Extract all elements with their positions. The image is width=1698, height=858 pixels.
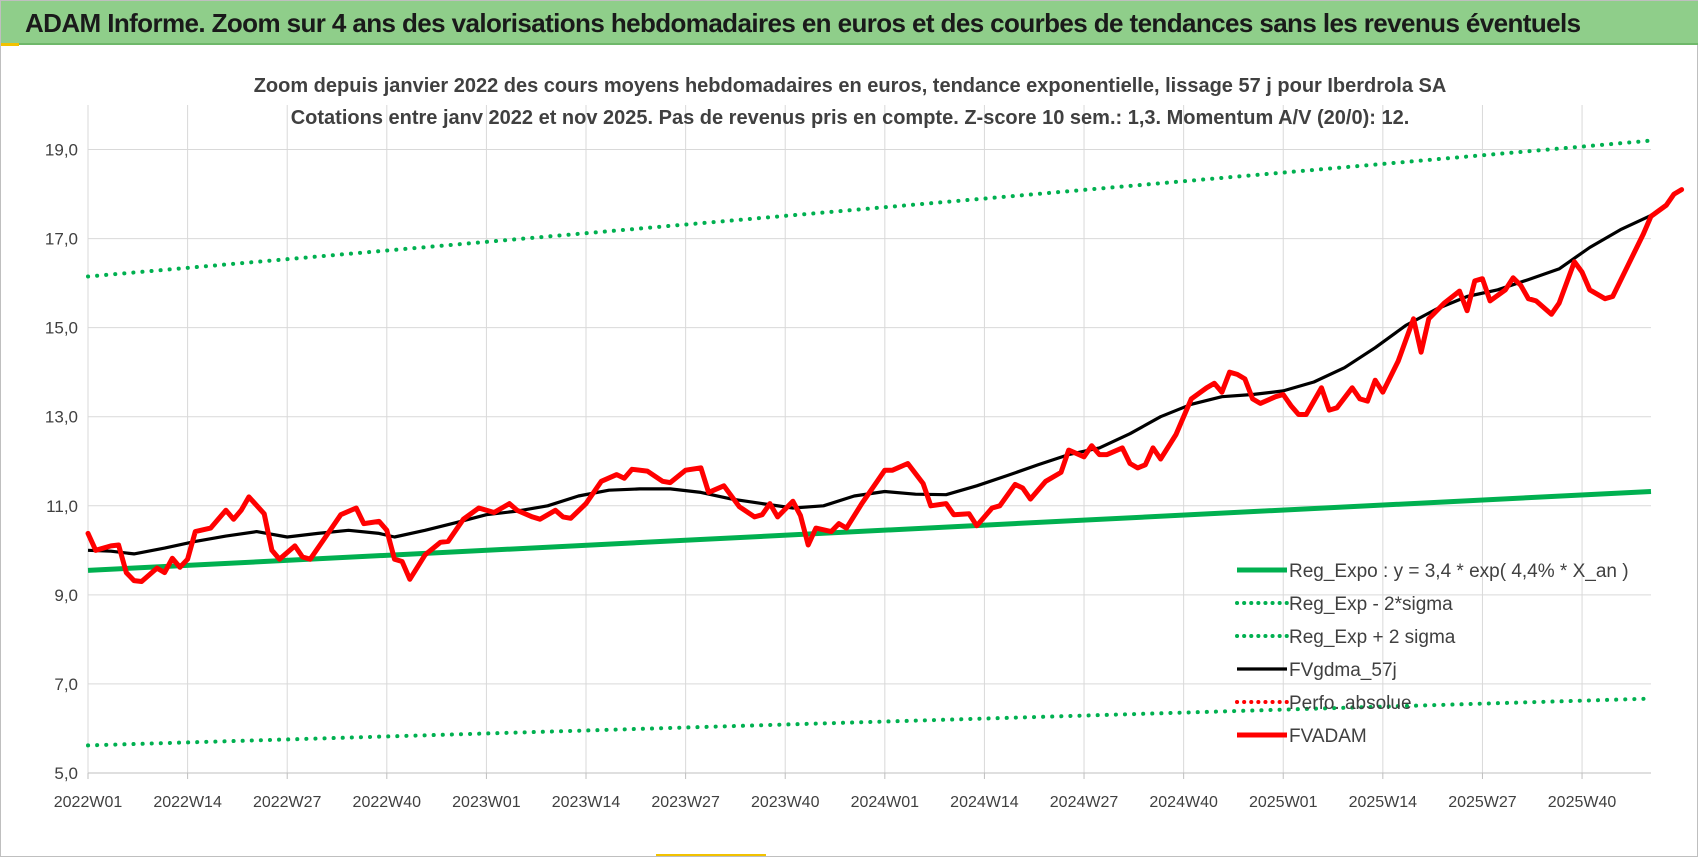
legend-label: Reg_Expo : y = 3,4 * exp( 4,4% * X_an ) [1289,561,1629,582]
x-tick-label: 2023W27 [651,794,720,811]
header-banner: ADAM Informe. Zoom sur 4 ans des valoris… [1,1,1698,45]
x-tick-label: 2024W27 [1050,794,1119,811]
x-tick-label: 2025W14 [1349,794,1418,811]
legend-label: FVADAM [1289,726,1367,747]
y-tick-label: 7,0 [54,675,78,694]
y-tick-label: 15,0 [45,319,78,338]
x-tick-label: 2022W27 [253,794,322,811]
grid [87,105,1651,774]
x-tick-label: 2023W01 [452,794,521,811]
x-tick-label: 2022W40 [353,794,422,811]
y-tick-label: 13,0 [45,408,78,427]
x-tick-label: 2022W01 [54,794,123,811]
y-tick-label: 11,0 [46,497,78,516]
x-tick-label: 2025W27 [1448,794,1517,811]
x-axis: 2022W01 2022W14 2022W27 2022W40 2023W01 2023W… [54,773,1617,811]
legend-label: Perfo. absolue [1289,693,1412,714]
corner-marker [1,43,19,46]
y-tick-label: 9,0 [54,586,78,605]
x-tick-label: 2022W14 [153,794,222,811]
x-tick-label: 2024W01 [851,794,920,811]
plot-area [85,138,1685,748]
x-tick-label: 2023W40 [751,794,820,811]
chart-subtitle: Cotations entre janv 2022 et nov 2025. P… [291,107,1410,129]
y-tick-label: 5,0 [54,764,78,783]
legend-label: FVgdma_57j [1289,660,1397,681]
series-line [86,696,1653,748]
corner-marker [656,854,766,856]
y-tick-label: 17,0 [45,230,78,249]
series-line [86,138,1653,279]
legend-label: Reg_Exp + 2 sigma [1289,627,1456,648]
x-tick-label: 2023W14 [552,794,621,811]
y-tick-label: 19,0 [45,141,78,160]
y-axis: 5,0 7,0 9,0 11,0 13,0 15,0 17,0 19,0 [45,141,78,783]
chart-title: Zoom depuis janvier 2022 des cours moyen… [254,75,1447,97]
series-line [87,213,1652,556]
x-tick-label: 2024W40 [1149,794,1218,811]
series-line [85,187,1685,584]
x-tick-label: 2024W14 [950,794,1019,811]
x-tick-label: 2025W01 [1249,794,1318,811]
legend-label: Reg_Exp - 2*sigma [1289,594,1453,615]
banner-title: ADAM Informe. Zoom sur 4 ans des valoris… [25,8,1581,38]
legend: Reg_Expo : y = 3,4 * exp( 4,4% * X_an ) R… [1235,561,1629,747]
series-line [87,489,1652,573]
x-tick-label: 2025W40 [1548,794,1617,811]
